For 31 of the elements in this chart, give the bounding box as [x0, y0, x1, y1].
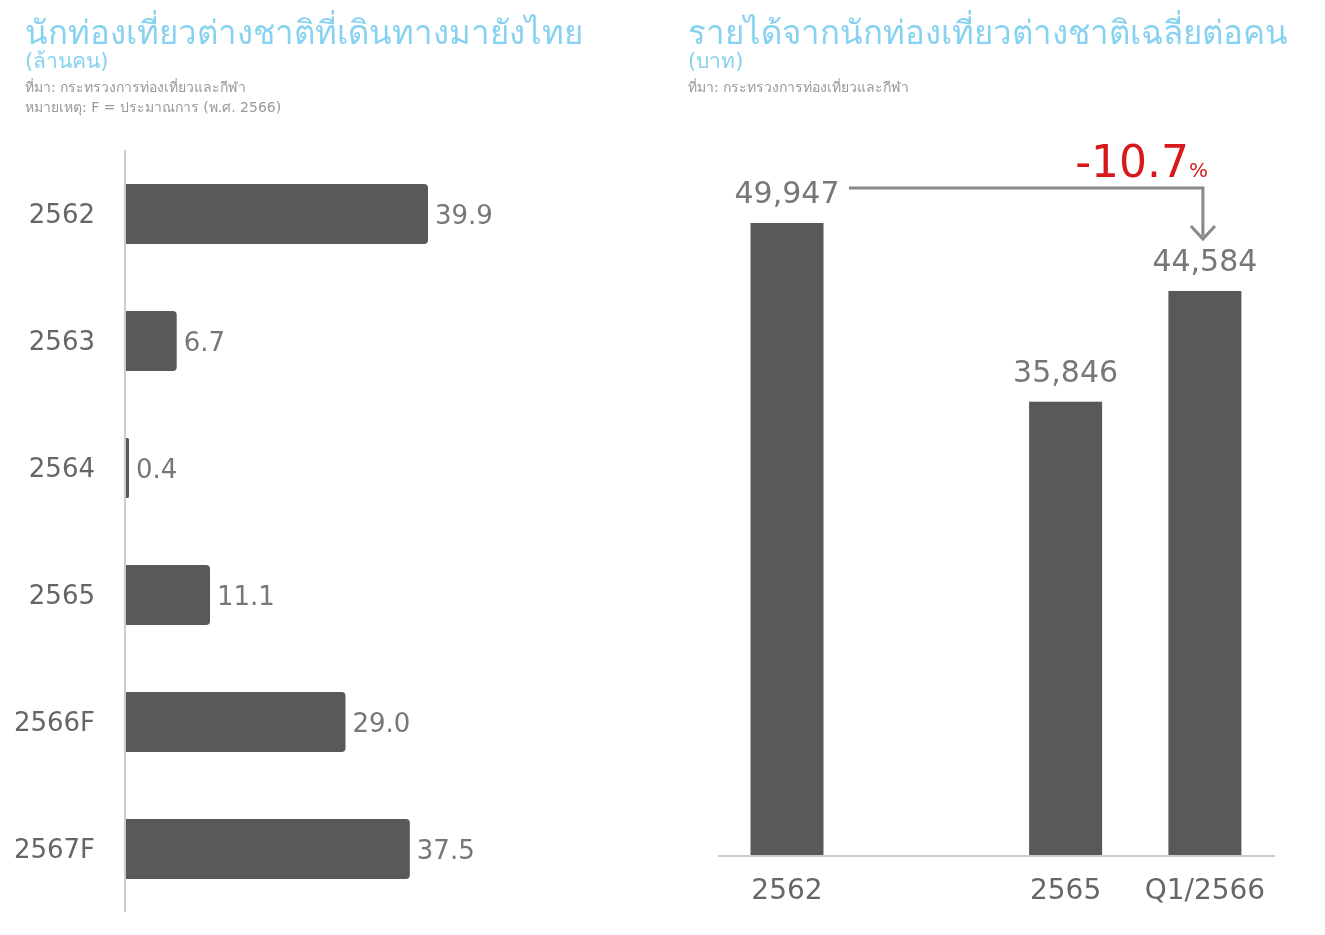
- text: ที่มา: กระทรวงการท่องเที่ยวและกีฬา: [688, 78, 910, 95]
- bar: [126, 184, 428, 244]
- data-label: 11.1: [217, 581, 275, 611]
- bar: [126, 438, 130, 498]
- bar: [126, 692, 346, 752]
- x-tick-label: 2565: [1029, 873, 1102, 906]
- text: ที่มา: กระทรวงการท่องเที่ยวและกีฬา: [25, 78, 247, 95]
- data-label: 0.4: [136, 454, 178, 484]
- x-tick-label: Q1/2566: [1144, 873, 1266, 906]
- text: -10.7%: [1075, 136, 1208, 187]
- y-tick-label: 2562: [28, 199, 95, 229]
- data-label: 6.7: [183, 327, 226, 357]
- chart-subtitle: (บาท): [688, 49, 744, 73]
- y-tick-label: 2563: [28, 326, 95, 356]
- chart-subtitle: (ล้านคน): [25, 49, 109, 73]
- bar: [126, 565, 211, 625]
- data-label: 37.5: [416, 835, 475, 865]
- y-tick-label: 2565: [28, 580, 95, 610]
- y-tick-label: 2567F: [13, 834, 95, 864]
- data-label: 29.0: [352, 708, 411, 738]
- x-tick-label: 2562: [751, 873, 823, 906]
- text: หมายเหตุ: F = ประมาณการ (พ.ศ. 2566): [25, 99, 282, 116]
- data-label: 39.9: [435, 200, 493, 230]
- data-label: 49,947: [734, 175, 840, 210]
- bar: [126, 311, 177, 371]
- chart-title: รายได้จากนักท่องเที่ยวต่างชาติเฉลี่ยต่อคน: [688, 10, 1288, 52]
- y-tick-label: 2566F: [13, 707, 95, 737]
- data-label: 44,584: [1152, 242, 1258, 278]
- bar: [126, 819, 410, 879]
- data-label: 35,846: [1013, 353, 1119, 389]
- y-tick-label: 2564: [28, 453, 95, 483]
